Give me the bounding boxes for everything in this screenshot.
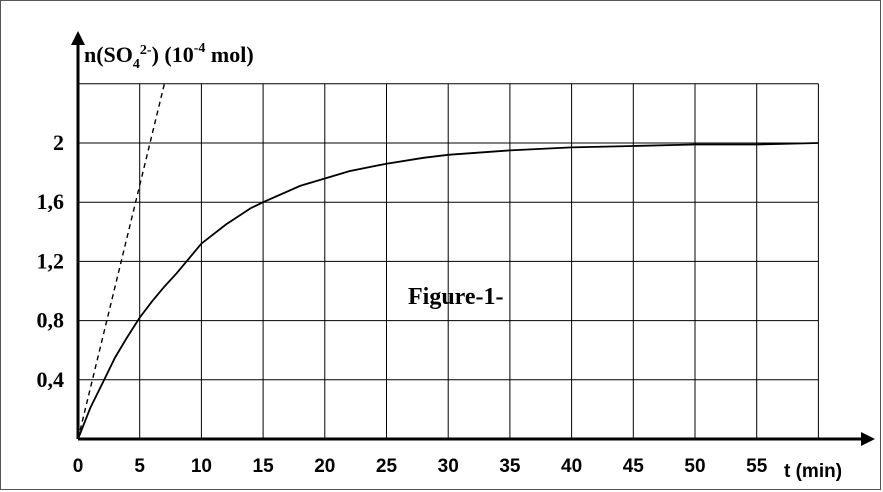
x-tick-label: 35 (499, 456, 521, 477)
y-axis-label-unit: mol) (205, 42, 253, 67)
y-tick-label: 0,8 (37, 308, 65, 333)
x-tick-label: 10 (191, 456, 212, 477)
x-tick-label: 50 (684, 456, 705, 477)
x-tick-label: 25 (376, 456, 398, 477)
y-axis-label-prefix: n(SO (84, 42, 133, 67)
x-tick-label: 45 (623, 456, 645, 477)
y-axis-label: n(SO42-) (10-4 mol) (84, 41, 254, 72)
x-tick-label: 5 (134, 456, 145, 477)
y-tick-label: 1,2 (37, 248, 65, 273)
y-axis-label-exponent: -4 (194, 41, 206, 56)
y-tick-label: 1,6 (37, 189, 65, 214)
x-tick-labels: 0 5 10 15 20 25 30 35 40 45 50 55 (73, 456, 768, 477)
x-tick-label: 15 (253, 456, 275, 477)
y-axis-label-charge: 2- (140, 43, 152, 58)
y-tick-labels: 0,4 0,8 1,2 1,6 2 (37, 130, 65, 392)
x-tick-label: 20 (314, 456, 335, 477)
curve-line (77, 142, 819, 440)
figure-annotation: Figure-1- (408, 284, 504, 310)
y-tick-label: 0,4 (37, 367, 65, 392)
tangent-line (77, 83, 166, 440)
y-axis-label-middle: ) (10 (152, 42, 194, 67)
x-tick-label: 40 (561, 456, 582, 477)
x-tick-label: 55 (746, 456, 768, 477)
y-axis-label-subscript: 4 (133, 57, 140, 72)
axes (71, 31, 875, 446)
grid (78, 83, 819, 439)
x-tick-label: 30 (438, 456, 459, 477)
x-tick-label: 0 (73, 456, 84, 477)
x-axis-label: t (min) (784, 461, 842, 482)
series (77, 83, 819, 440)
y-tick-label: 2 (53, 130, 64, 155)
